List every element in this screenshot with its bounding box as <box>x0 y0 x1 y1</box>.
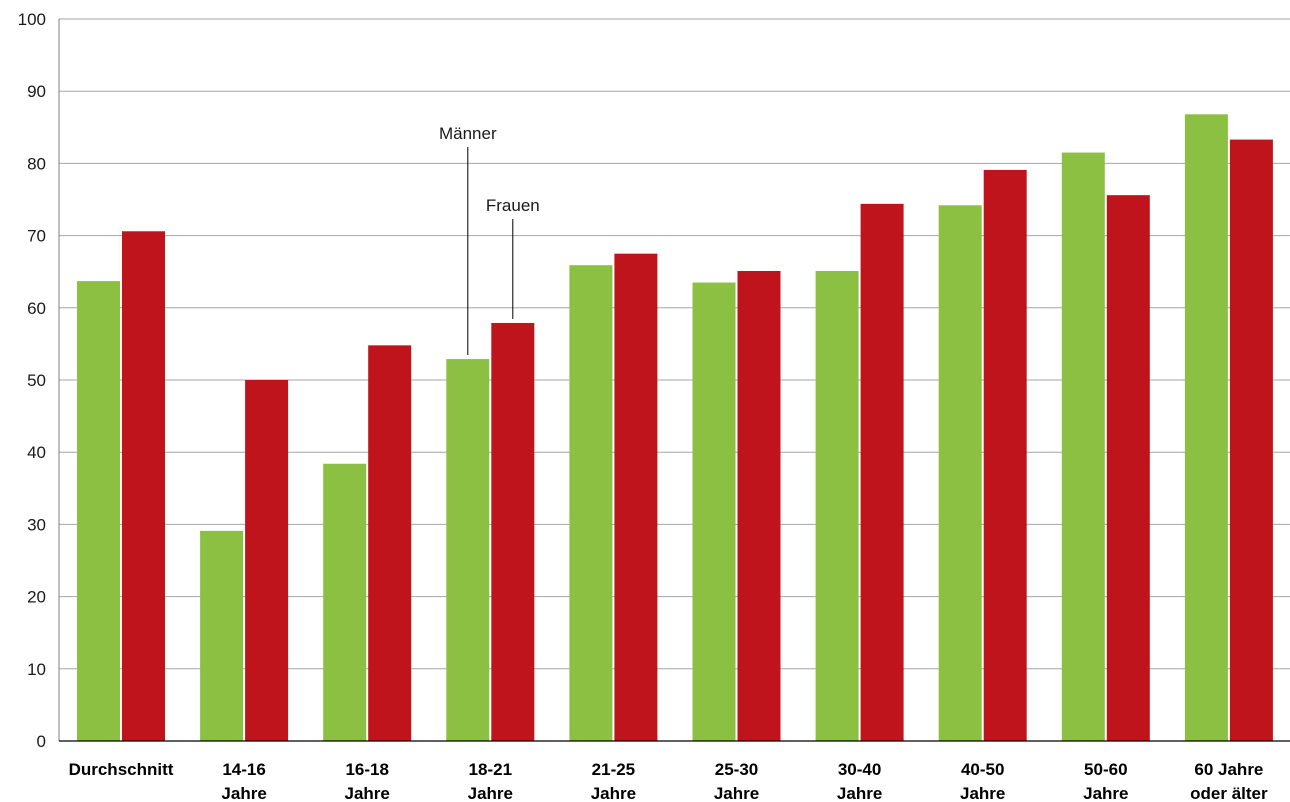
x-tick-label: Jahre <box>960 784 1005 802</box>
bar-maenner <box>446 359 490 741</box>
x-tick-label: 16-18 <box>345 760 388 779</box>
bar-frauen <box>614 253 658 741</box>
y-tick-label: 30 <box>27 515 46 534</box>
x-tick-label: Jahre <box>591 784 636 802</box>
y-tick-label: 100 <box>18 10 46 29</box>
bar-maenner <box>569 265 613 741</box>
y-tick-label: 70 <box>27 227 46 246</box>
bar-maenner <box>938 205 982 741</box>
bar-frauen <box>245 380 289 741</box>
bar-maenner <box>692 282 736 741</box>
bar-maenner <box>1184 114 1228 741</box>
y-tick-label: 60 <box>27 299 46 318</box>
bar-maenner <box>323 463 367 741</box>
y-tick-label: 20 <box>27 588 46 607</box>
bar-frauen <box>860 203 904 741</box>
bar-frauen <box>737 270 781 741</box>
x-tick-label: Jahre <box>1083 784 1128 802</box>
x-tick-label: 40-50 <box>961 760 1004 779</box>
x-tick-label: 14-16 <box>222 760 265 779</box>
x-tick-label: Durchschnitt <box>69 760 174 779</box>
x-tick-label: Jahre <box>468 784 513 802</box>
y-tick-label: 0 <box>37 732 46 751</box>
annotations: Männer Frauen <box>439 124 540 356</box>
bar-frauen <box>491 322 535 741</box>
bar-frauen <box>122 231 165 741</box>
bar-frauen <box>1229 139 1273 742</box>
bars <box>77 114 1273 742</box>
bar-maenner <box>77 281 120 741</box>
y-tick-label: 40 <box>27 443 46 462</box>
x-tick-label: 21-25 <box>592 760 635 779</box>
y-axis: 0 10 20 30 40 50 60 70 80 90 100 <box>18 10 60 751</box>
y-tick-label: 10 <box>27 660 46 679</box>
x-tick-label: Jahre <box>345 784 390 802</box>
y-tick-label: 80 <box>27 154 46 173</box>
x-tick-label: 30-40 <box>838 760 881 779</box>
x-tick-label: oder älter <box>1190 784 1268 802</box>
bar-maenner <box>200 530 244 741</box>
bar-frauen <box>368 345 412 741</box>
x-tick-label: 25-30 <box>715 760 758 779</box>
x-tick-label: 60 Jahre <box>1194 760 1263 779</box>
x-tick-label: Jahre <box>714 784 759 802</box>
y-tick-label: 90 <box>27 82 46 101</box>
bar-frauen <box>983 169 1027 741</box>
bar-frauen <box>1106 195 1150 742</box>
x-tick-label: Jahre <box>837 784 882 802</box>
gridlines <box>59 18 1290 670</box>
y-tick-label: 50 <box>27 371 46 390</box>
x-tick-label: 50-60 <box>1084 760 1127 779</box>
x-tick-label: 18-21 <box>469 760 512 779</box>
x-tick-label: Jahre <box>221 784 266 802</box>
bar-maenner <box>1061 152 1105 741</box>
annotation-label: Frauen <box>486 196 540 215</box>
bar-maenner <box>815 270 859 741</box>
x-axis: Durchschnitt 14-16 Jahre 16-18 Jahre 18-21 Jah… <box>59 740 1290 802</box>
annotation-label: Männer <box>439 124 497 143</box>
